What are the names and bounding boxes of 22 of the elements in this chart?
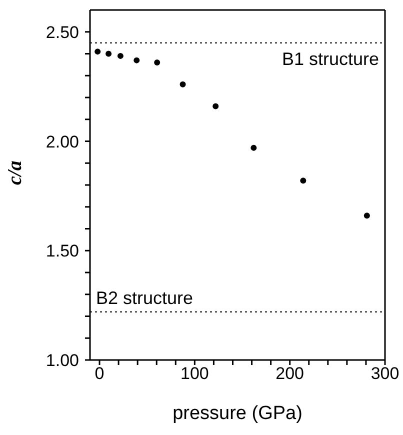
y-tick-label: 1.00	[46, 351, 79, 370]
x-tick-label: 200	[276, 364, 304, 384]
point	[364, 212, 370, 219]
y-tick-label: 2.50	[46, 22, 79, 42]
x-tick-label: 100	[180, 364, 209, 384]
point	[154, 60, 160, 66]
ref-line-label: B1 structure	[282, 48, 379, 69]
point	[300, 178, 306, 184]
x-axis-title: pressure (GPa)	[172, 403, 302, 424]
point	[117, 52, 124, 59]
point	[106, 50, 112, 57]
y-tick-label: 2.00	[46, 132, 79, 152]
point	[250, 144, 257, 151]
x-tick-label: 0	[94, 364, 104, 384]
point	[180, 81, 186, 88]
point	[134, 57, 140, 64]
point	[94, 48, 101, 55]
x-tick-label: 300	[370, 364, 400, 384]
y-tick-label: 1.50	[46, 242, 79, 261]
y-axis-title: c/a	[4, 160, 26, 185]
ref-line-label: B2 structure	[96, 288, 194, 308]
point	[212, 103, 219, 110]
